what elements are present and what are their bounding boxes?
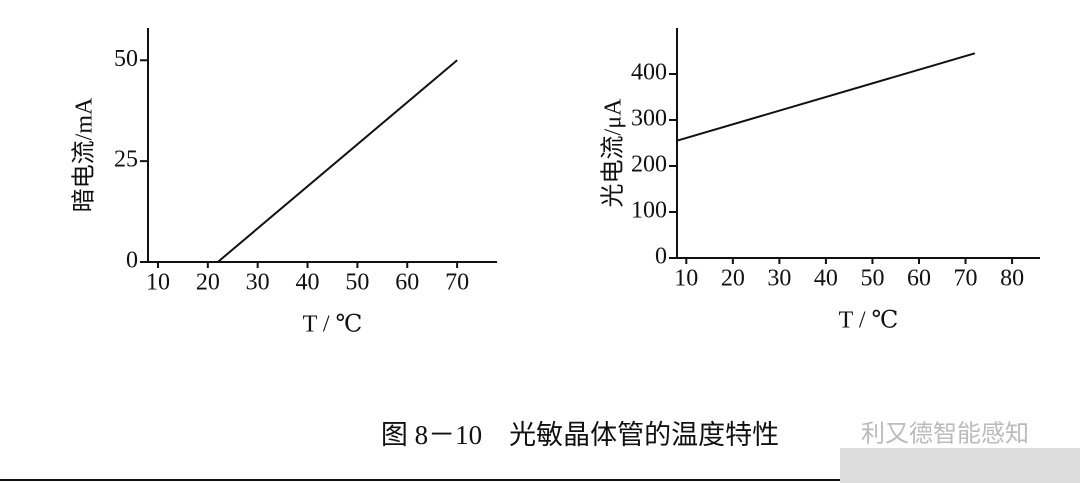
x-tick-label: 40: [296, 270, 320, 296]
data-line: [676, 52, 976, 142]
x-tick-label: 10: [146, 270, 170, 296]
x-axis-label: T / ℃: [839, 308, 899, 334]
y-tick-label: 50: [114, 46, 138, 72]
x-tick-label: 20: [721, 266, 745, 292]
x-tick-label: 20: [196, 270, 220, 296]
x-tick-label: 50: [860, 266, 884, 292]
x-tick-label: 30: [246, 270, 270, 296]
x-tick-label: 30: [767, 266, 791, 292]
y-tick-label: 25: [114, 147, 138, 173]
y-tick-label: 200: [631, 152, 667, 178]
data-line: [217, 59, 458, 263]
watermark: 利又德智能感知: [861, 421, 1029, 448]
x-tick-label: 50: [345, 270, 369, 296]
x-tick-label: 40: [814, 266, 838, 292]
y-tick-label: 300: [631, 106, 667, 132]
x-tick-label: 60: [395, 270, 419, 296]
x-tick-label: 70: [954, 266, 978, 292]
y-tick-label: 0: [126, 248, 138, 274]
x-tick-label: 70: [445, 270, 469, 296]
watermark-bar: [840, 448, 1080, 483]
x-tick-label: 10: [674, 266, 698, 292]
y-tick-label: 400: [631, 60, 667, 86]
x-axis-label: T / ℃: [303, 312, 363, 338]
caption: 图 8－10 光敏晶体管的温度特性: [381, 420, 779, 450]
y-tick-label: 100: [631, 198, 667, 224]
y-axis-label: 光电流/μA: [600, 98, 627, 208]
y-tick-label: 0: [655, 244, 667, 270]
x-tick-label: 80: [1000, 266, 1024, 292]
y-axis-label: 暗电流/mA: [71, 97, 98, 212]
x-tick-label: 60: [907, 266, 931, 292]
